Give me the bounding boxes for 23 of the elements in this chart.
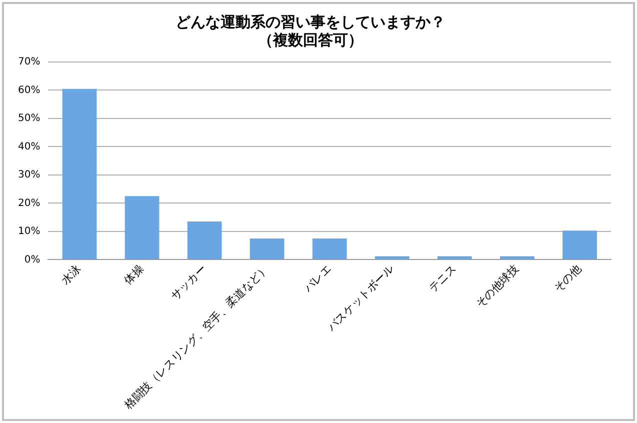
x-tick-label: テニス xyxy=(426,262,459,295)
y-tick-label: 40% xyxy=(18,141,40,152)
y-tick-label: 30% xyxy=(18,170,40,181)
x-tick-label: その他球技 xyxy=(473,262,522,310)
bar xyxy=(250,238,284,260)
text: （複数回答可） xyxy=(258,30,363,49)
y-tick-label: 50% xyxy=(18,113,40,124)
y-tick-label: 0% xyxy=(24,254,40,266)
x-tick-label: サッカー xyxy=(168,262,209,303)
bar xyxy=(124,196,160,260)
y-tick-label: 10% xyxy=(18,226,40,238)
y-tick-label: 60% xyxy=(18,84,40,96)
x-tick-label: バレエ xyxy=(300,262,334,296)
text: どんな運動系の習い事をしていますか？ xyxy=(176,12,446,31)
y-tick-label: 70% xyxy=(18,56,40,68)
bar xyxy=(312,238,347,260)
bar xyxy=(62,88,97,260)
bar xyxy=(187,222,222,260)
bar xyxy=(562,230,597,260)
x-tick-label: その他 xyxy=(551,262,584,295)
x-tick-label: 水泳 xyxy=(58,262,84,288)
y-tick-label: 20% xyxy=(18,198,40,209)
x-tick-label: 体操 xyxy=(121,262,146,288)
